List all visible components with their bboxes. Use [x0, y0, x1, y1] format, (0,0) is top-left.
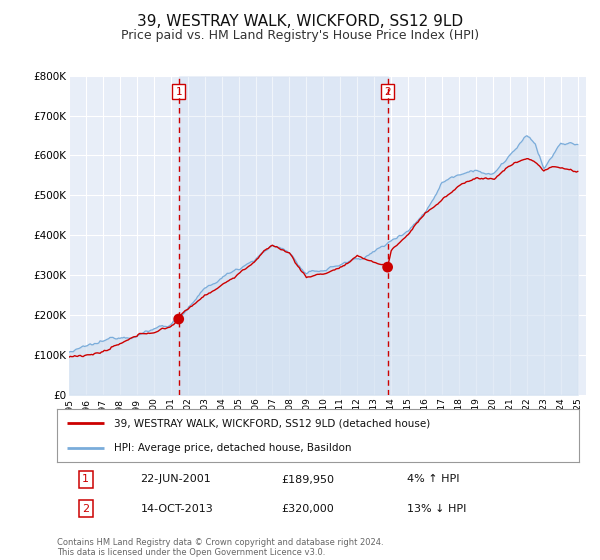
- Point: [383, 263, 392, 272]
- Text: 39, WESTRAY WALK, WICKFORD, SS12 9LD: 39, WESTRAY WALK, WICKFORD, SS12 9LD: [137, 14, 463, 29]
- Text: 2: 2: [385, 87, 391, 96]
- Text: 1: 1: [82, 474, 89, 484]
- Text: 1: 1: [175, 87, 182, 96]
- Text: 13% ↓ HPI: 13% ↓ HPI: [407, 504, 466, 514]
- Text: 2: 2: [82, 504, 89, 514]
- Text: Contains HM Land Registry data © Crown copyright and database right 2024.
This d: Contains HM Land Registry data © Crown c…: [57, 538, 383, 557]
- Bar: [179, 76, 388, 395]
- Text: 22-JUN-2001: 22-JUN-2001: [140, 474, 211, 484]
- Text: HPI: Average price, detached house, Basildon: HPI: Average price, detached house, Basi…: [115, 442, 352, 452]
- Text: 39, WESTRAY WALK, WICKFORD, SS12 9LD (detached house): 39, WESTRAY WALK, WICKFORD, SS12 9LD (de…: [115, 418, 431, 428]
- Text: Price paid vs. HM Land Registry's House Price Index (HPI): Price paid vs. HM Land Registry's House …: [121, 29, 479, 42]
- Text: 4% ↑ HPI: 4% ↑ HPI: [407, 474, 459, 484]
- Text: £320,000: £320,000: [281, 504, 334, 514]
- Text: £189,950: £189,950: [281, 474, 334, 484]
- Point: [174, 315, 184, 324]
- Text: 14-OCT-2013: 14-OCT-2013: [140, 504, 213, 514]
